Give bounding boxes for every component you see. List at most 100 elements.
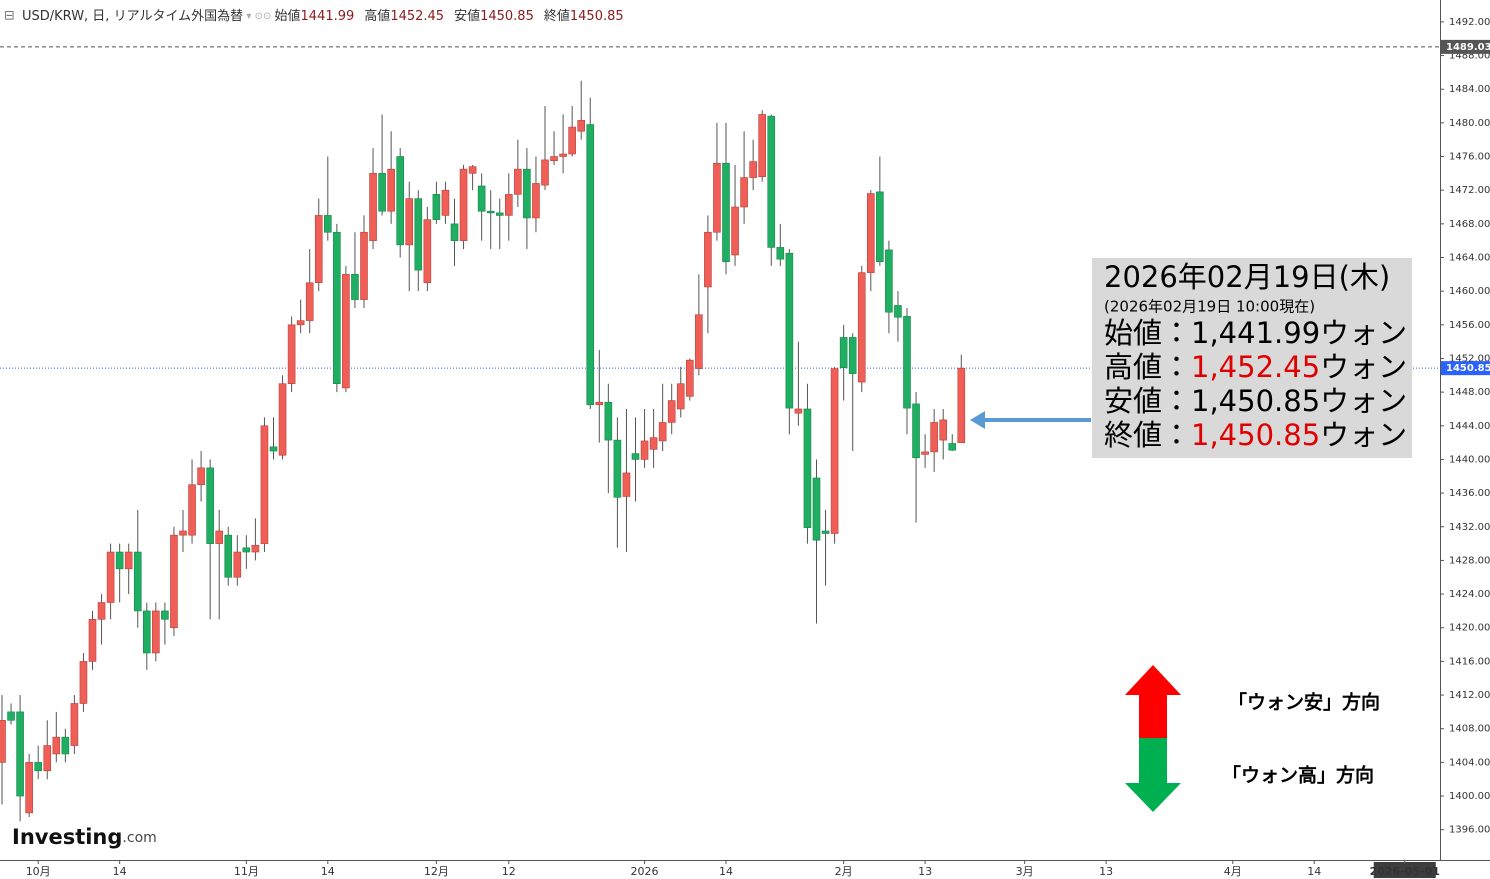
- candle-body: [930, 422, 938, 453]
- header-field-value: 1441.99: [301, 9, 355, 24]
- candle-body: [459, 168, 468, 241]
- candle-body: [269, 446, 278, 452]
- y-tick-label: 1416.00: [1449, 656, 1490, 667]
- candle-body: [215, 530, 223, 544]
- candle-body: [685, 359, 694, 397]
- candle-body: [948, 443, 957, 451]
- candle-body: [333, 231, 341, 385]
- y-tick-label: 1432.00: [1449, 522, 1490, 533]
- candle-body: [830, 368, 839, 534]
- info-row-unit: ウォン: [1320, 384, 1407, 418]
- candle-body: [758, 114, 767, 178]
- y-tick-label: 1400.00: [1449, 791, 1490, 802]
- candle-body: [360, 231, 368, 300]
- x-tick-label: 2026: [631, 865, 659, 878]
- info-row-unit: ウォン: [1320, 316, 1407, 350]
- y-tick-label: 1396.00: [1449, 825, 1490, 836]
- candle-body: [152, 610, 160, 654]
- candle-body: [43, 745, 52, 772]
- candle-body: [287, 324, 296, 385]
- plot-area: [0, 46, 1440, 822]
- candle-body: [34, 762, 43, 772]
- candle-body: [441, 189, 450, 216]
- x-tick-label: 2月: [835, 865, 853, 878]
- y-tick-label: 1472.00: [1449, 185, 1490, 196]
- candle-body: [432, 194, 441, 220]
- candle-body: [839, 337, 848, 369]
- candle-body: [188, 484, 196, 536]
- x-tick-label: 14: [719, 865, 733, 878]
- y-tick-label: 1488.00: [1449, 51, 1490, 62]
- info-row: 始値：1,441.99ウォン: [1104, 316, 1407, 350]
- candle-body: [70, 703, 79, 746]
- header-field-value: 1450.85: [570, 9, 624, 24]
- candle-body: [52, 736, 61, 755]
- y-tick-label: 1460.00: [1449, 286, 1490, 297]
- x-tick-label: 14: [1307, 865, 1321, 878]
- x-tick-label: 12: [502, 865, 516, 878]
- y-tick-label: 1492.00: [1449, 17, 1490, 28]
- info-note: (2026年02月19日 10:00現在): [1104, 298, 1315, 316]
- candle-body: [351, 274, 359, 300]
- candle-body: [613, 439, 622, 498]
- dropdown-icon[interactable]: ▾ ⊙⊙: [243, 11, 274, 22]
- candle-body: [622, 472, 631, 497]
- header-field-value: 1452.45: [390, 9, 444, 24]
- header: USD/KRW, 日, リアルタイム外国為替 ▾ ⊙⊙ 始値1441.99 高値1…: [22, 8, 624, 24]
- candle-body: [405, 198, 414, 246]
- candle-body: [848, 337, 857, 374]
- info-row-value: 1,441.99: [1191, 316, 1320, 350]
- symbol: USD/KRW, 日, リアルタイム外国為替: [22, 8, 243, 24]
- x-tick-label: 10月: [26, 865, 51, 878]
- candle-body: [577, 120, 586, 132]
- y-tick-label: 1412.00: [1449, 690, 1490, 701]
- candle-body: [713, 162, 721, 233]
- pointer-arrow: [970, 411, 1091, 429]
- candle-body: [16, 711, 24, 797]
- candle-body: [649, 437, 658, 450]
- candle-body: [604, 401, 613, 441]
- candle-body: [704, 231, 712, 288]
- candle-body: [486, 210, 495, 214]
- candle-body: [812, 477, 821, 541]
- candle-body: [722, 162, 730, 263]
- price-label-box: [1441, 361, 1490, 376]
- y-tick-label: 1436.00: [1449, 488, 1490, 499]
- candle-body: [731, 206, 739, 256]
- candle-body: [550, 156, 558, 162]
- candle-body: [658, 422, 667, 442]
- candle-body: [305, 282, 314, 321]
- info-row-value: 1,450.85: [1191, 384, 1320, 418]
- info-date: 2026年02月19日(木): [1104, 260, 1390, 294]
- candle-body: [7, 711, 15, 721]
- candle-body: [631, 453, 640, 460]
- info-row: 高値：1,452.45ウォン: [1104, 350, 1407, 384]
- candle-body: [197, 467, 205, 485]
- y-tick-label: 1408.00: [1449, 724, 1490, 735]
- x-tick-label: 2026-05-01: [1370, 865, 1440, 878]
- x-tick-label: 12月: [424, 865, 449, 878]
- collapse-icon[interactable]: ⊟: [4, 9, 15, 24]
- x-tick-label: 13: [918, 865, 932, 878]
- info-row: 終値：1,450.85ウォン: [1104, 418, 1407, 452]
- price-label: 1489.03: [1446, 42, 1490, 53]
- candle-body: [25, 762, 33, 814]
- y-tick-label: 1452.00: [1449, 353, 1490, 364]
- logo: Investing.com: [12, 825, 157, 849]
- candle-body: [477, 185, 486, 212]
- candle-body: [514, 168, 522, 195]
- y-tick-label: 1476.00: [1449, 152, 1490, 163]
- y-tick-label: 1464.00: [1449, 252, 1490, 263]
- candle-body: [794, 408, 803, 414]
- candle-body: [676, 383, 685, 410]
- x-tick-label: 11月: [234, 865, 259, 878]
- info-row-unit: ウォン: [1320, 418, 1407, 452]
- header-field-value: 1450.85: [480, 9, 534, 24]
- candle-body: [414, 198, 423, 271]
- candle-body: [957, 367, 966, 444]
- y-tick-label: 1424.00: [1449, 589, 1490, 600]
- candle-body: [468, 166, 477, 174]
- logo-suffix: .com: [122, 830, 156, 846]
- candle-body: [378, 173, 386, 212]
